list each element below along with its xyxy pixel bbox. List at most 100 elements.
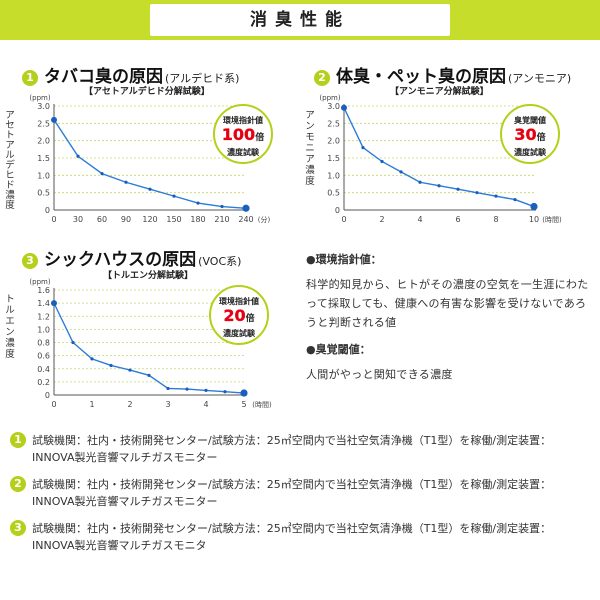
y-tick-label: 1.5 (327, 154, 340, 163)
test-label-2: 【アンモニア分解試験】 (390, 87, 489, 97)
y-tick-label: 0.5 (37, 189, 50, 198)
y-tick-label: 1.0 (327, 171, 340, 180)
y-axis-title-char: デ (5, 159, 15, 171)
y-tick-label: 2.5 (327, 119, 340, 128)
number-badge: 1 (22, 70, 38, 86)
y-axis-title-char: ヒ (5, 170, 15, 181)
note-text: 試験機関：社内・技術開発センター/試験方法：25㎥空間内で当社空気清浄機（T1型… (32, 478, 552, 508)
x-tick-label: 30 (73, 215, 83, 224)
x-tick-label: 0 (51, 400, 56, 409)
x-tick-label: 4 (417, 215, 422, 224)
y-tick-label: 0.2 (37, 378, 50, 387)
panel-title-main: シックハウスの原因 (44, 250, 197, 270)
y-axis-title-char: ト (5, 294, 15, 305)
y-axis-title-char: モ (305, 132, 315, 143)
y-axis-title-char: 濃 (5, 189, 15, 201)
y-tick-label: 0 (45, 391, 50, 400)
data-point (196, 201, 200, 205)
note-text: 試験機関：社内・技術開発センター/試験方法：25㎥空間内で当社空気清浄機（T1型… (32, 522, 552, 552)
badge-caption: 濃度試験 (227, 148, 259, 157)
data-point (51, 116, 57, 123)
data-point (90, 357, 94, 361)
y-tick-label: 1.4 (37, 299, 50, 308)
test-label-1: 【アセトアルデヒド分解試験】 (84, 87, 210, 97)
data-point (399, 170, 403, 174)
data-point (76, 154, 80, 158)
badge-number: 100 (221, 125, 256, 144)
y-tick-label: 0.5 (327, 189, 340, 198)
x-tick-label: 6 (455, 215, 460, 224)
note-item: 2 試験機関：社内・技術開発センター/試験方法：25㎥空間内で当社空気清浄機（T… (10, 476, 592, 510)
data-point (204, 388, 208, 393)
x-unit-label: (時間) (252, 401, 272, 409)
data-point (223, 390, 227, 394)
data-point (220, 204, 224, 209)
x-tick-label: 2 (127, 400, 132, 409)
number-badge: 3 (10, 520, 26, 536)
data-point (148, 187, 152, 191)
data-point (475, 191, 479, 195)
y-axis-title-char: ア (5, 110, 15, 121)
x-tick-label: 5 (241, 400, 246, 409)
data-point (185, 387, 189, 391)
y-tick-label: 0 (45, 206, 50, 215)
x-tick-label: 210 (214, 215, 229, 224)
y-axis-title-char: ン (5, 327, 15, 338)
number-badge: 2 (314, 70, 330, 86)
badge-number: 30 (514, 125, 537, 144)
y-tick-label: 2.0 (37, 137, 50, 146)
y-unit-label: (ppm) (29, 94, 50, 102)
y-axis-title-char: ル (5, 150, 15, 161)
data-point (166, 386, 170, 391)
data-point (51, 300, 57, 307)
y-axis-title-char: 度 (305, 175, 315, 187)
x-tick-label: 10 (529, 215, 539, 224)
y-tick-label: 0 (335, 206, 340, 215)
badge-3: 環境指針値 20倍 濃度試験 (209, 285, 269, 345)
data-point (147, 373, 151, 377)
definitions: ●環境指針値： 科学的知見から、ヒトがその濃度の空気を一生涯にわたって採取しても… (306, 250, 591, 384)
x-tick-label: 60 (97, 215, 107, 224)
data-point (124, 180, 128, 184)
badge-caption: 濃度試験 (514, 148, 546, 157)
x-tick-label: 2 (379, 215, 384, 224)
y-axis-title-char: ア (305, 154, 315, 165)
y-axis-title-char: ニ (305, 143, 315, 154)
data-point (437, 184, 441, 188)
x-tick-label: 4 (203, 400, 208, 409)
panel-title-sub: (アンモニア) (508, 72, 572, 85)
data-point (341, 104, 347, 111)
badge-label: 環境指針値 (219, 297, 259, 306)
y-tick-label: 1.0 (37, 325, 50, 334)
y-axis-title-char: ン (305, 121, 315, 132)
badge-number: 20 (223, 306, 246, 325)
panel-title-sub: (アルデヒド系) (165, 72, 240, 85)
data-point (109, 363, 113, 368)
data-point (456, 187, 460, 191)
badge-unit: 倍 (255, 133, 265, 143)
y-tick-label: 1.2 (37, 312, 50, 321)
y-axis-title-char: 度 (5, 199, 15, 211)
chart-toluene: 0 0.2 0.4 0.6 0.8 1.0 1.2 1.4 1.6 0 1 2 3 4 5 (ppm) (時間)… (5, 278, 272, 409)
badge-1: 環境指針値 100倍 濃度試験 (213, 104, 273, 164)
y-axis-title-char: 濃 (5, 337, 15, 349)
panel-title-2: 2 体臭・ペット臭の原因 (アンモニア) (314, 62, 571, 87)
y-axis-title-char: セ (5, 120, 15, 131)
y-tick-label: 1.0 (37, 171, 50, 180)
y-unit-label: (ppm) (29, 278, 50, 286)
data-point (361, 146, 365, 150)
y-tick-label: 3.0 (327, 102, 340, 111)
panel-title-3: 3 シックハウスの原因 (VOC系) (22, 245, 241, 270)
badge-label: 臭覚閾値 (514, 116, 546, 125)
data-point (240, 389, 248, 397)
y-tick-label: 2.5 (37, 119, 50, 128)
test-label-3: 【トルエン分解試験】 (103, 271, 194, 281)
panel-title-sub: (VOC系) (198, 255, 242, 268)
number-badge: 1 (10, 432, 26, 448)
y-axis-title-char: ド (5, 180, 15, 191)
y-tick-label: 0.8 (37, 339, 50, 348)
data-point (172, 194, 176, 198)
x-unit-label: (時間) (542, 216, 562, 224)
data-point (71, 340, 75, 345)
x-tick-label: 0 (341, 215, 346, 224)
